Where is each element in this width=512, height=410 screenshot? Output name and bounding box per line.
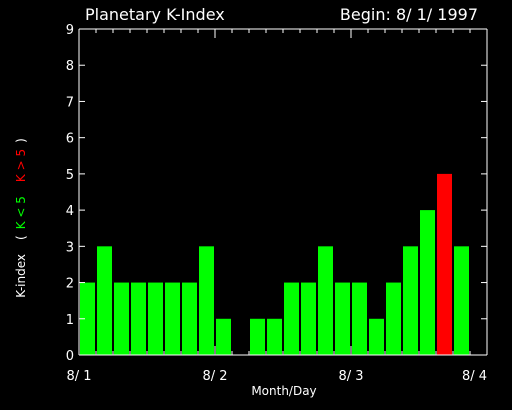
k-index-bar	[335, 282, 350, 355]
k-index-bar	[352, 282, 367, 355]
y-tick-label: 8	[66, 59, 74, 74]
x-axis-label: Month/Day	[251, 384, 316, 398]
ticks-layer: 0 1 2 3 4 5 6 7 8 9 8/ 1 8/ 2 8/ 3 8/ 4	[66, 23, 488, 384]
k-index-bar	[267, 318, 282, 355]
k-index-bar	[114, 282, 129, 355]
y-tick-label: 1	[66, 313, 74, 328]
y-axis-label-low: K < 5	[14, 196, 28, 229]
y-axis-label: K-index ( K < 5 K > 5)	[14, 138, 28, 298]
k-index-bar	[199, 246, 214, 355]
x-tick-label: 8/ 1	[66, 369, 91, 384]
k-index-bar	[97, 246, 112, 355]
k-index-bar	[284, 282, 299, 355]
y-tick-label: 7	[66, 95, 74, 110]
k-index-bar	[165, 282, 180, 355]
y-axis-label-high: K > 5	[14, 149, 28, 182]
y-axis-label-prefix: K-index	[14, 254, 28, 298]
begin-date-label: Begin: 8/ 1/ 1997	[340, 5, 478, 24]
k-index-bar	[420, 210, 435, 355]
k-index-bar	[250, 318, 265, 355]
k-index-bar	[182, 282, 197, 355]
k-index-bar	[454, 246, 469, 355]
y-tick-label: 2	[66, 277, 74, 292]
y-tick-label: 3	[66, 240, 74, 255]
k-index-bar	[369, 318, 384, 355]
y-tick-label: 4	[66, 204, 74, 219]
k-index-bar	[386, 282, 401, 355]
y-tick-label: 9	[66, 23, 74, 38]
k-index-bar	[318, 246, 333, 355]
k-index-bar	[148, 282, 163, 355]
k-index-bar	[80, 282, 95, 355]
k-index-bar	[437, 173, 452, 355]
bars-layer	[80, 173, 469, 355]
y-tick-label: 5	[66, 168, 74, 183]
k-index-bar	[301, 282, 316, 355]
x-tick-label: 8/ 3	[338, 369, 363, 384]
y-tick-label: 6	[66, 132, 74, 147]
y-axis-label-close: )	[14, 138, 28, 143]
k-index-bar	[403, 246, 418, 355]
x-tick-label: 8/ 4	[462, 369, 487, 384]
y-tick-label: 0	[66, 349, 74, 364]
k-index-bar	[131, 282, 146, 355]
y-axis-label-open: (	[14, 235, 28, 240]
k-index-bar	[216, 318, 231, 355]
x-tick-label: 8/ 2	[202, 369, 227, 384]
chart-title: Planetary K-Index	[85, 5, 225, 24]
